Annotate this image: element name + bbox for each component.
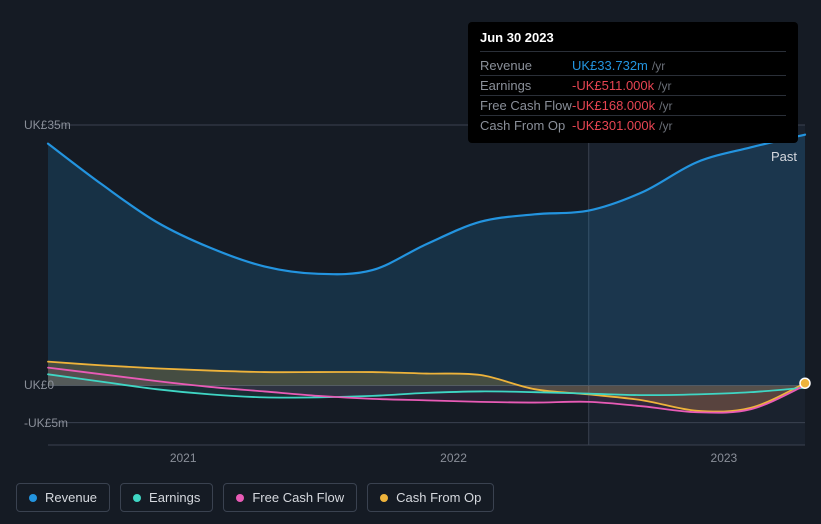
legend-item[interactable]: Cash From Op [367,483,494,512]
legend-label: Cash From Op [396,490,481,505]
legend-label: Free Cash Flow [252,490,344,505]
legend: Revenue Earnings Free Cash Flow Cash From O… [16,483,494,512]
x-axis-label: 2021 [170,451,197,465]
tooltip-value: -UK£301.000k [572,118,655,133]
tooltip-suffix: /yr [659,99,672,113]
tooltip-value: UK£33.732m [572,58,648,73]
tooltip-row: Free Cash Flow-UK£168.000k/yr [480,96,786,116]
tooltip-suffix: /yr [652,59,665,73]
tooltip-rows: RevenueUK£33.732m/yrEarnings-UK£511.000k… [480,56,786,135]
tooltip-suffix: /yr [659,119,672,133]
tooltip-label: Revenue [480,58,572,73]
legend-dot-icon [380,494,388,502]
chart-tooltip: Jun 30 2023 RevenueUK£33.732m/yrEarnings… [468,22,798,143]
tooltip-suffix: /yr [658,79,671,93]
past-label: Past [771,149,797,164]
tooltip-label: Cash From Op [480,118,572,133]
tooltip-row: Earnings-UK£511.000k/yr [480,76,786,96]
chart-svg [16,125,805,445]
legend-dot-icon [236,494,244,502]
legend-item[interactable]: Revenue [16,483,110,512]
y-axis-label: UK£35m [24,118,71,132]
legend-label: Revenue [45,490,97,505]
tooltip-label: Earnings [480,78,572,93]
y-axis-label: -UK£5m [24,416,68,430]
tooltip-label: Free Cash Flow [480,98,572,113]
legend-dot-icon [133,494,141,502]
chart-area: UK£35mUK£0-UK£5m202120222023Past [16,125,805,445]
tooltip-value: -UK£168.000k [572,98,655,113]
legend-item[interactable]: Earnings [120,483,213,512]
tooltip-row: RevenueUK£33.732m/yr [480,56,786,76]
tooltip-row: Cash From Op-UK£301.000k/yr [480,116,786,135]
x-axis-label: 2023 [711,451,738,465]
tooltip-date: Jun 30 2023 [480,30,786,52]
legend-item[interactable]: Free Cash Flow [223,483,357,512]
x-axis-label: 2022 [440,451,467,465]
tooltip-value: -UK£511.000k [572,78,654,93]
y-axis-label: UK£0 [24,378,54,392]
legend-label: Earnings [149,490,200,505]
legend-dot-icon [29,494,37,502]
